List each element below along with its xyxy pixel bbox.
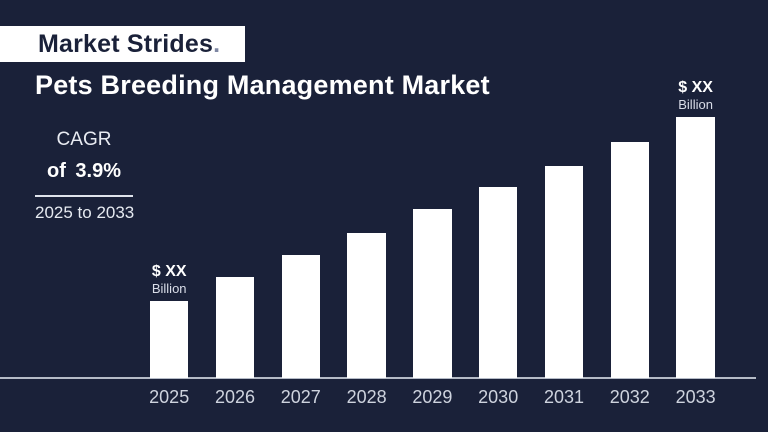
annotation-unit: Billion [151,281,187,297]
year-label-2028: 2028 [346,387,387,407]
bar-2030 [478,186,518,378]
bar-2031 [544,166,584,378]
cagr-label: CAGR [56,129,112,150]
value-annotation-2025: $ XX Billion [134,262,204,297]
year-label-2026: 2026 [214,387,256,407]
logo-period: . [213,29,221,58]
year-label-2032: 2032 [609,387,650,407]
year-label-2027: 2027 [280,387,321,407]
logo-text: Market Strides. [38,30,220,59]
logo-box: Market Strides. [0,26,245,62]
year-label-2033: 2033 [675,387,716,407]
page-title: Pets Breeding Management Market [35,70,490,100]
bar-2033 [676,117,715,378]
annotation-value: $ XX [678,78,713,96]
value-annotation-2033: $ XX Billion [661,78,731,113]
bar-2032 [610,142,650,378]
bar-2026 [215,276,255,378]
bar-2028 [347,232,386,378]
bar-2025 [149,301,189,378]
year-label-2030: 2030 [478,387,519,407]
annotation-unit: Billion [678,97,713,113]
annotation-value: $ XX [151,262,187,280]
x-axis-line [0,377,756,379]
year-label-2031: 2031 [543,387,585,407]
year-label-2025: 2025 [149,387,190,407]
year-label-2029: 2029 [412,387,453,407]
bar-2029 [413,208,452,378]
logo-wordmark: Market Strides [38,29,214,58]
cagr-range: 2025 to 2033 [35,203,135,222]
cagr-value: of 3.9% [46,160,122,182]
cagr-divider [35,195,133,197]
cagr-block: CAGR of 3.9% 2025 to 2033 [35,129,135,223]
bar-2027 [281,255,321,378]
